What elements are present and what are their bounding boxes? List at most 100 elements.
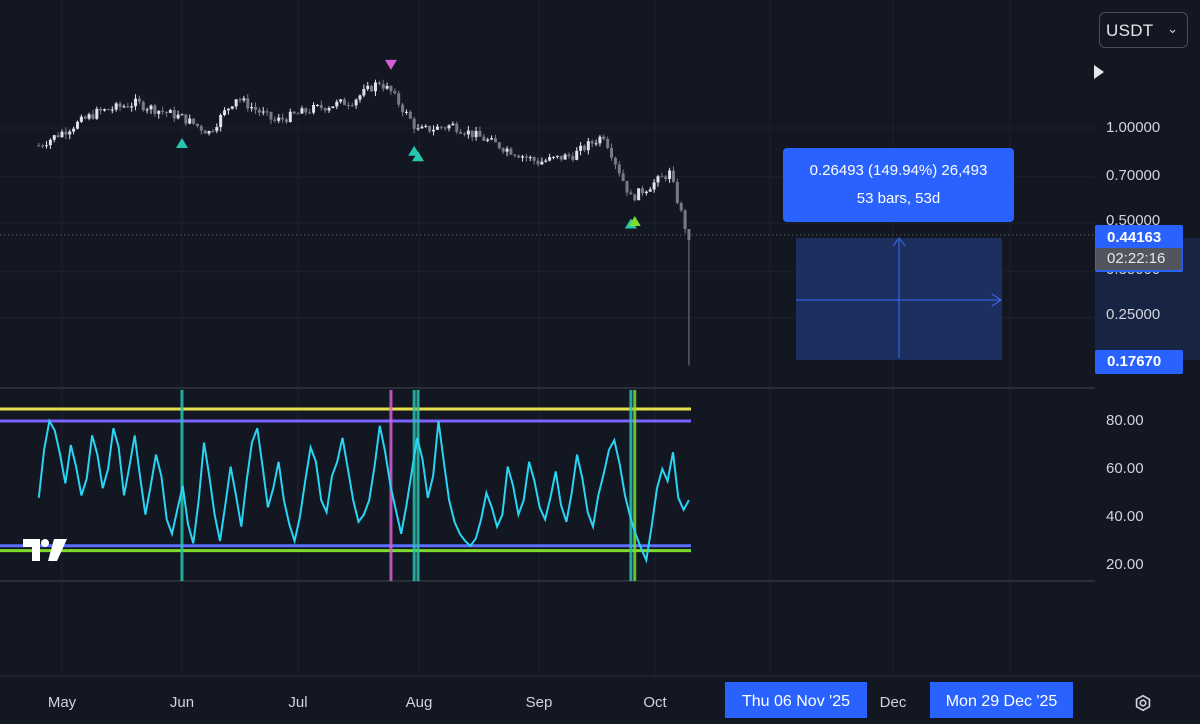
oscillator-axis-label: 60.00 <box>1106 460 1144 477</box>
candle <box>60 129 64 138</box>
chevron-down-icon: ⌄ <box>1167 21 1178 36</box>
candle-body <box>671 170 675 182</box>
candle-body <box>103 109 107 111</box>
candle-body <box>331 106 335 109</box>
candle <box>79 114 83 123</box>
candle-body <box>192 118 196 124</box>
candle-body <box>505 148 509 152</box>
candle-body <box>137 98 141 102</box>
candle <box>223 107 227 117</box>
candle <box>579 141 583 156</box>
candle <box>130 102 134 112</box>
candle <box>459 128 463 135</box>
candle-body <box>366 85 370 90</box>
candle-body <box>660 176 664 178</box>
candle-body <box>203 130 207 134</box>
candle <box>602 134 606 141</box>
candle-body <box>215 127 219 132</box>
oscillator-line[interactable] <box>37 418 690 564</box>
candle <box>137 95 141 105</box>
candle <box>528 155 532 162</box>
candle-body <box>397 93 401 105</box>
price-axis-label: 0.70000 <box>1106 167 1161 184</box>
time-axis-month: May <box>47 694 77 711</box>
candle <box>226 108 230 115</box>
currency-select[interactable]: USDT ⌄ <box>1099 12 1188 48</box>
candle <box>416 123 420 131</box>
signal-markers <box>175 59 641 229</box>
candle <box>176 110 180 120</box>
candle <box>211 128 215 134</box>
candle <box>373 79 377 97</box>
candles-series[interactable] <box>37 79 691 366</box>
candle <box>404 109 408 115</box>
time-axis-month: Oct <box>643 694 667 711</box>
candle <box>648 187 652 192</box>
buy-signal-marker <box>412 151 425 162</box>
candle-body <box>60 131 64 138</box>
candle-body <box>381 84 385 89</box>
candle <box>521 154 525 162</box>
candle-body <box>304 108 308 113</box>
candle <box>606 136 610 150</box>
candle-body <box>323 108 327 111</box>
candle <box>339 98 343 104</box>
candle <box>346 101 350 110</box>
candle <box>671 166 675 184</box>
candle-body <box>164 111 168 113</box>
candle <box>292 110 296 115</box>
candle <box>466 125 470 139</box>
candle <box>652 179 656 193</box>
candle-body <box>528 157 532 159</box>
candle <box>536 157 540 167</box>
candle <box>617 161 621 177</box>
candle <box>656 174 660 187</box>
candle-body <box>257 109 261 113</box>
candle <box>641 185 644 197</box>
candle <box>540 157 544 165</box>
candle-body <box>292 111 296 114</box>
candle <box>362 84 366 98</box>
candle-body <box>590 141 594 144</box>
candle-body <box>521 156 525 158</box>
candle-body <box>524 156 528 158</box>
candle <box>215 123 219 134</box>
candle <box>157 110 161 119</box>
candle-body <box>555 155 559 157</box>
candle <box>72 126 76 135</box>
candle-body <box>412 118 416 129</box>
candle-body <box>675 181 679 203</box>
candle-body <box>168 110 172 113</box>
candle-body <box>540 161 544 165</box>
candle-body <box>114 103 118 110</box>
candle-body <box>451 123 455 126</box>
candle <box>586 137 590 155</box>
candle-body <box>64 131 68 135</box>
candle-body <box>683 210 687 229</box>
candle-body <box>598 136 602 144</box>
buy-signal-marker <box>175 137 188 148</box>
candle <box>532 155 536 165</box>
candle <box>319 100 323 111</box>
candle-body <box>207 130 211 134</box>
candle-body <box>41 145 45 147</box>
candle <box>246 94 250 112</box>
candle <box>110 106 114 114</box>
candle <box>443 126 447 131</box>
candle <box>335 99 339 110</box>
candle-body <box>486 139 490 141</box>
candle-body <box>404 111 408 113</box>
candle <box>114 101 118 112</box>
tradingview-logo[interactable] <box>22 537 68 563</box>
play-icon[interactable] <box>1092 63 1106 81</box>
oscillator-signal-bar <box>416 390 420 581</box>
candle-body <box>246 98 250 109</box>
candle <box>385 82 389 90</box>
candle <box>598 135 602 147</box>
end-date-label: Mon 29 Dec '25 <box>945 693 1058 710</box>
gear-icon[interactable] <box>1132 692 1154 714</box>
candle <box>393 88 397 95</box>
candle <box>75 120 79 130</box>
candle <box>103 108 107 112</box>
